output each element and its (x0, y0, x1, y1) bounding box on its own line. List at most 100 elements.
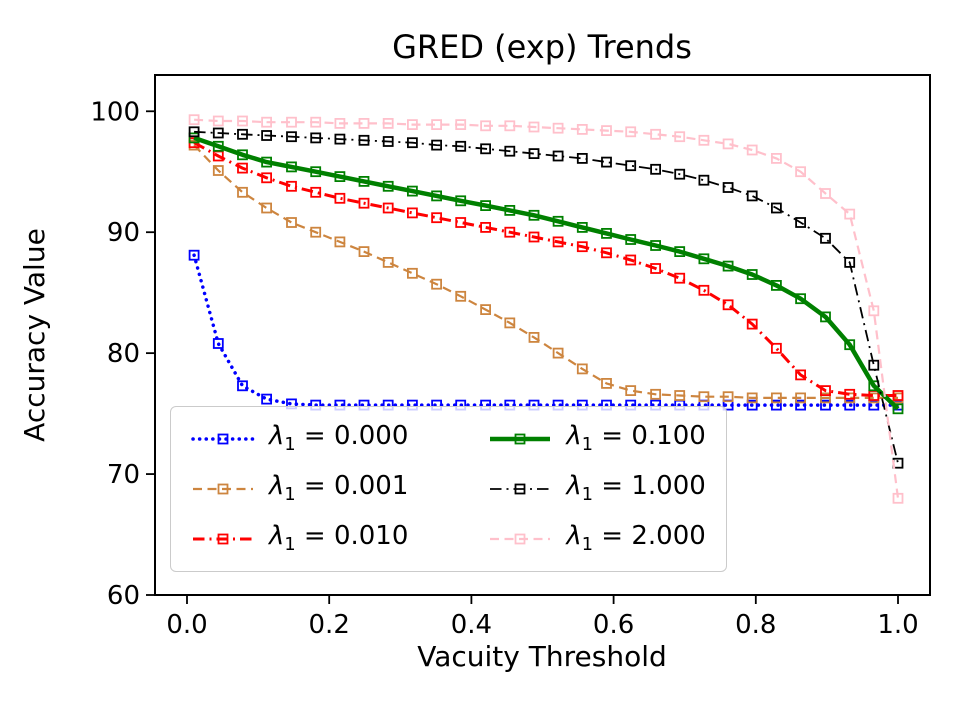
data-point-marker (795, 369, 806, 381)
data-point-marker (528, 121, 540, 133)
data-point-marker (455, 217, 467, 228)
data-point-marker (650, 388, 661, 400)
chart-title: GRED (exp) Trends (392, 28, 692, 66)
data-point-marker (480, 221, 492, 233)
legend-marker (217, 433, 229, 444)
data-point-marker (261, 172, 273, 184)
data-point-marker (674, 131, 686, 143)
data-point-marker (286, 161, 297, 173)
data-point-marker (674, 272, 686, 284)
data-point-marker (674, 246, 686, 258)
legend-item: λ1 = 0.100 (488, 420, 706, 457)
data-point-marker (382, 180, 394, 192)
data-point-marker (212, 165, 224, 176)
data-point-marker (334, 236, 346, 248)
y-axis-label: Accuracy Value (18, 228, 51, 442)
legend-item: λ1 = 0.000 (191, 420, 408, 457)
legend-line-sample (490, 433, 551, 444)
x-tick-label: 0.2 (309, 610, 350, 640)
plot-border (154, 74, 931, 596)
data-point-marker (601, 377, 612, 389)
legend-label: λ1 = 1.000 (566, 471, 706, 506)
data-point-marker (601, 156, 612, 168)
legend-line-sample (490, 533, 551, 545)
data-point-marker (237, 380, 248, 392)
series-line (192, 253, 900, 407)
data-point-marker (237, 186, 248, 198)
data-point-marker (261, 393, 273, 405)
x-tick-label: 0.8 (735, 610, 776, 640)
data-point-marker (844, 256, 856, 268)
data-point-marker (722, 299, 734, 311)
chart-legend: λ1 = 0.000 λ1 = 0.001 λ1 = 0.010 λ1 = 0.100… (170, 406, 727, 572)
data-point-marker (650, 240, 661, 251)
data-point-marker (844, 339, 856, 351)
data-point-marker (358, 134, 370, 146)
legend-label: λ1 = 2.000 (566, 521, 706, 556)
series-λ₁ = 0.001 (188, 139, 904, 404)
data-point-marker (698, 284, 710, 296)
data-point-marker (455, 140, 467, 152)
legend-label: λ1 = 0.001 (269, 471, 409, 506)
data-point-marker (650, 128, 661, 140)
data-point-marker (382, 118, 394, 129)
data-point-marker (504, 226, 516, 238)
data-point-marker (310, 186, 322, 198)
data-point-marker (528, 148, 540, 160)
x-tick-label: 0.6 (593, 610, 634, 640)
x-tick-label: 0.0 (166, 610, 207, 640)
axes-frame (154, 74, 931, 596)
data-point-marker (237, 128, 248, 140)
series-line (193, 144, 898, 399)
data-point-marker (406, 119, 418, 130)
legend-label: λ1 = 0.010 (269, 521, 409, 556)
data-point-marker (771, 152, 782, 164)
data-point-marker (746, 318, 758, 330)
data-point-marker (431, 190, 443, 202)
data-point-marker (528, 231, 540, 243)
data-point-marker (722, 260, 734, 272)
data-point-marker (552, 236, 564, 248)
data-point-marker (212, 338, 224, 349)
legend-item: λ1 = 0.001 (191, 470, 408, 507)
data-point-marker (286, 217, 297, 228)
data-point-marker (406, 185, 418, 197)
data-point-marker (601, 247, 612, 259)
data-point-marker (286, 116, 297, 128)
legend-marker (514, 533, 526, 545)
data-point-marker (480, 120, 492, 132)
data-point-marker (820, 385, 831, 397)
data-point-marker (358, 197, 370, 209)
data-point-marker (771, 279, 782, 291)
data-point-marker (892, 390, 904, 401)
y-tick-label: 90 (107, 218, 140, 248)
data-point-marker (431, 119, 443, 130)
data-point-marker (310, 166, 322, 178)
data-point-marker (528, 331, 540, 343)
series-λ₁ = 2.000 (188, 114, 904, 504)
data-point-marker (771, 202, 782, 214)
data-point-marker (820, 188, 831, 199)
data-point-marker (746, 144, 758, 156)
data-point-marker (431, 139, 443, 151)
data-point-marker (310, 132, 322, 144)
legend-line-sample (193, 533, 253, 545)
x-tick-label: 0.4 (451, 610, 492, 640)
series-line (193, 135, 900, 411)
data-point-marker (722, 182, 734, 193)
data-point-marker (528, 209, 540, 221)
data-point-marker (820, 399, 831, 411)
data-point-marker (552, 122, 564, 134)
data-point-marker (771, 342, 782, 354)
series-layer (188, 114, 904, 504)
legend-marker (217, 483, 229, 495)
legend-item: λ1 = 0.010 (191, 520, 408, 557)
data-point-marker (382, 136, 394, 147)
data-point-marker (746, 190, 758, 202)
data-point-marker (892, 492, 904, 504)
data-point-marker (431, 212, 443, 224)
data-point-marker (382, 202, 394, 214)
data-point-marker (650, 163, 661, 175)
data-point-marker (795, 293, 806, 305)
